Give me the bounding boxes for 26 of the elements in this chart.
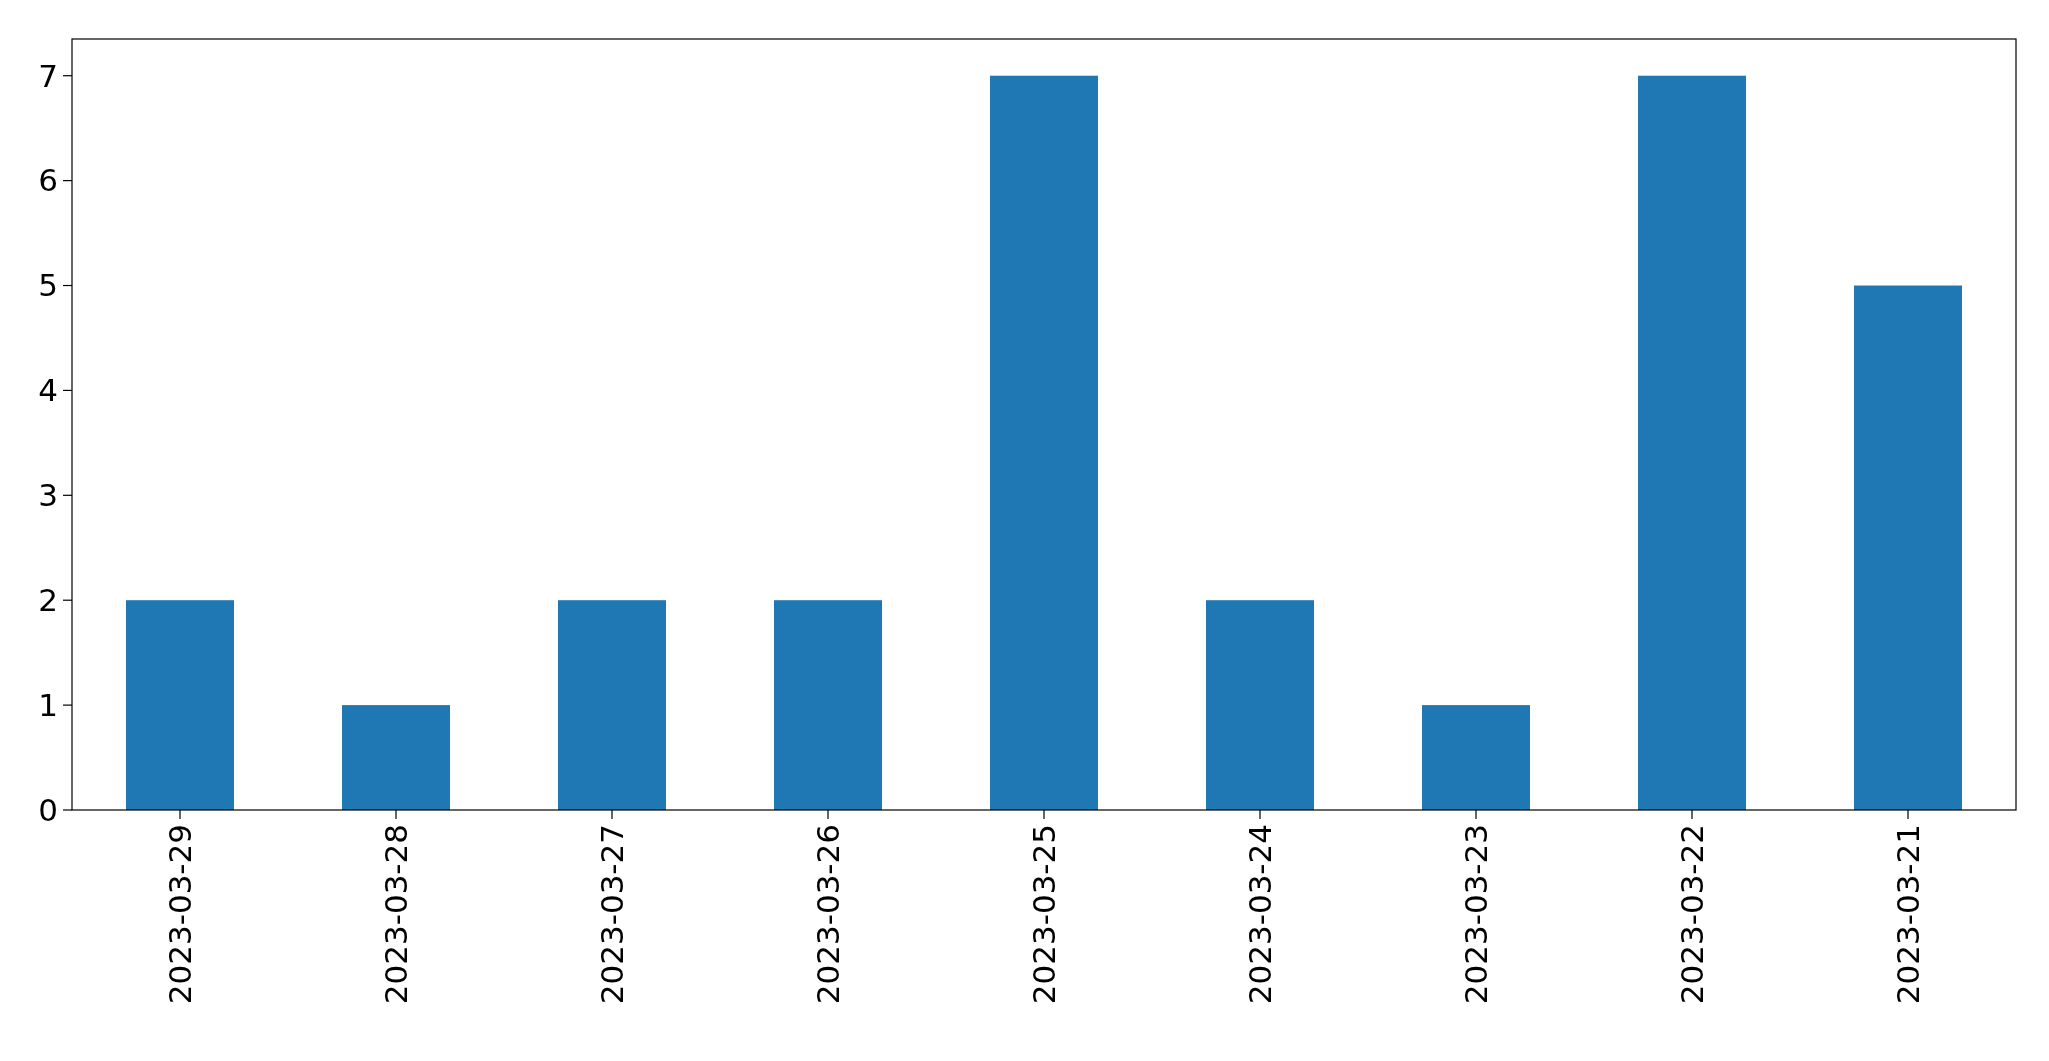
x-tick-label: 2023-03-25 <box>1025 824 1062 1005</box>
x-tick-label: 2023-03-23 <box>1457 824 1494 1005</box>
bar <box>1422 705 1530 810</box>
y-tick-label: 1 <box>38 686 58 723</box>
y-tick-label: 4 <box>38 372 58 409</box>
x-tick-label: 2023-03-27 <box>593 824 630 1005</box>
bar <box>342 705 450 810</box>
x-tick-label: 2023-03-29 <box>161 824 198 1005</box>
x-tick-label: 2023-03-24 <box>1241 824 1278 1005</box>
bar <box>774 600 882 810</box>
bar <box>1206 600 1314 810</box>
bar <box>1854 285 1962 810</box>
bar <box>1638 75 1746 810</box>
x-tick-label: 2023-03-21 <box>1889 824 1926 1005</box>
y-tick-label: 3 <box>38 477 58 514</box>
x-tick-label: 2023-03-22 <box>1673 824 1710 1005</box>
y-tick-label: 2 <box>38 582 58 619</box>
y-tick-label: 7 <box>38 57 58 94</box>
y-tick-label: 6 <box>38 162 58 199</box>
x-tick-label: 2023-03-26 <box>809 824 846 1005</box>
y-tick-label: 5 <box>38 267 58 304</box>
x-tick-label: 2023-03-28 <box>377 824 414 1005</box>
bar <box>558 600 666 810</box>
y-tick-label: 0 <box>38 791 58 828</box>
bar <box>990 75 1098 810</box>
bar <box>126 600 234 810</box>
